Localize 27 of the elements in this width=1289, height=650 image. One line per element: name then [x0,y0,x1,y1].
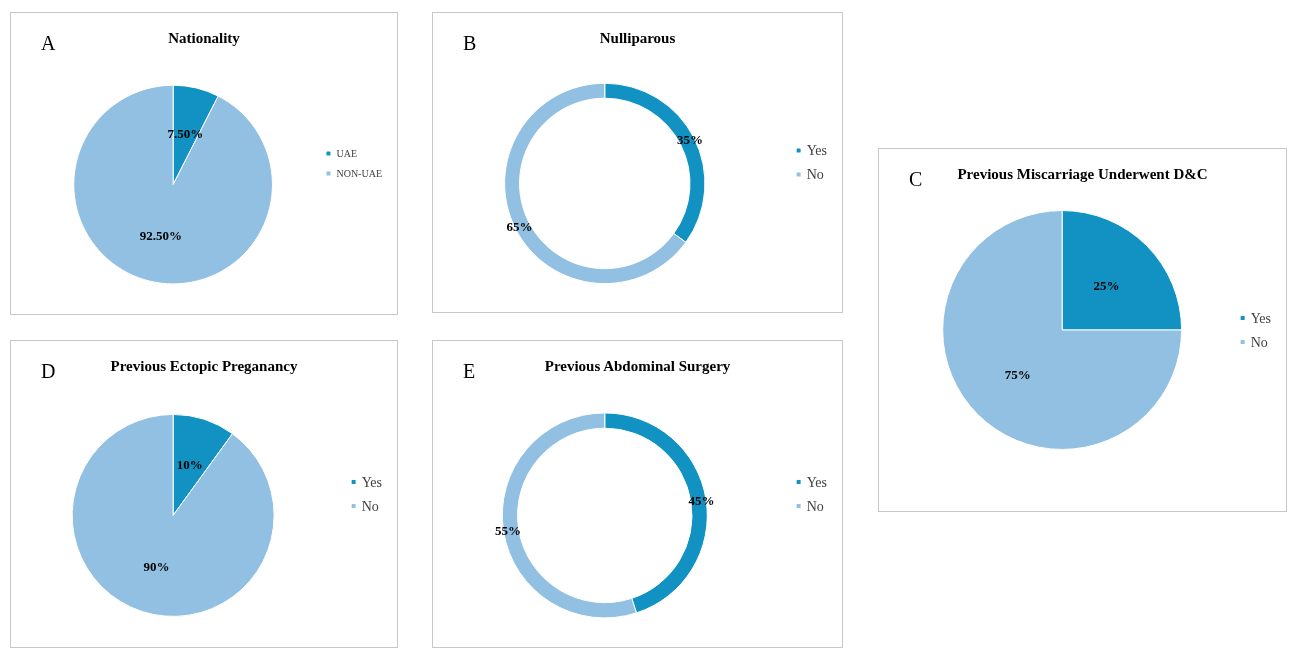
chart-title: Previous Abdominal Surgery [544,357,731,374]
legend-label: Yes [806,474,827,490]
data-label: 55% [495,523,522,539]
data-label: 10% [176,457,203,473]
data-label: 75% [1004,366,1031,382]
legend-label: Yes [361,474,382,490]
legend-label: No [1250,334,1268,350]
text: E [463,360,476,382]
chart-title: Previous Miscarriage Underwent D&C [957,165,1208,182]
data-label: 90% [143,558,170,574]
legend-label: NON-UAE [336,168,382,179]
text: C [909,168,923,190]
legend-label: Yes [1250,310,1271,326]
legend-label: No [361,498,379,514]
data-label: 25% [1093,278,1120,294]
legend-label: Yes [806,143,827,158]
text: A [41,32,56,54]
legend-label: No [806,498,824,514]
chart-title: Previous Ectopic Preganancy [110,357,298,374]
chart-title: Nulliparous [599,29,676,46]
chart-title: Nationality [168,29,241,46]
legend-label: No [806,167,824,182]
data-label: 65% [506,219,533,235]
text: D [41,360,56,382]
data-label: 92.50% [139,228,182,244]
legend-label: UAE [336,148,358,159]
text: B [463,32,477,54]
